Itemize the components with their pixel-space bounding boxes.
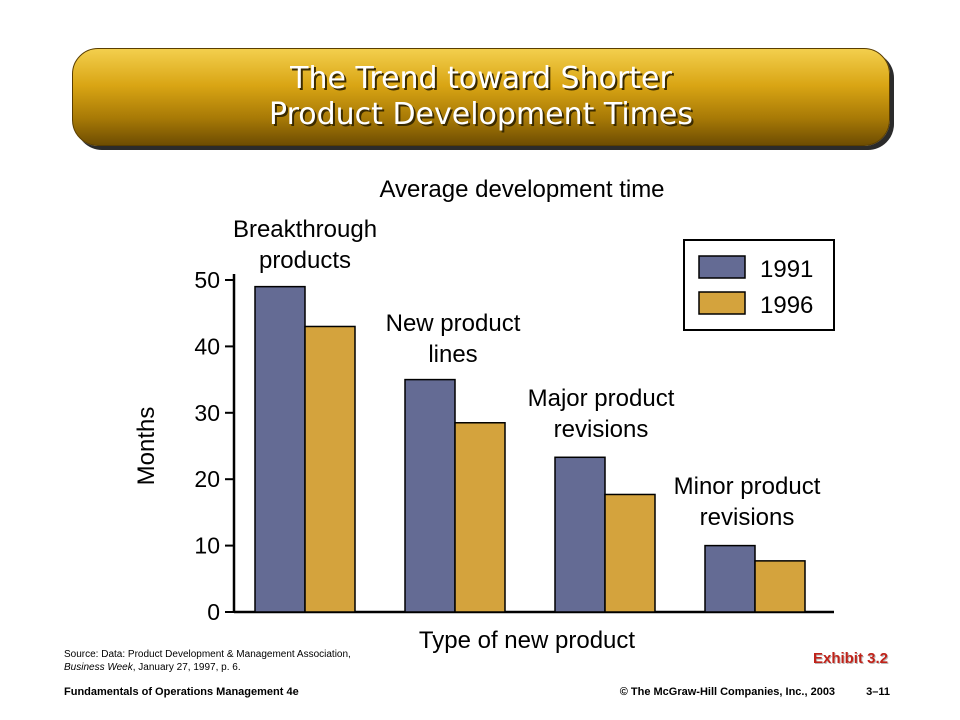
slide-title-line-2: Product Development Times — [269, 97, 693, 132]
category-label-1-line-2: products — [259, 247, 351, 274]
legend-label-1991: 1991 — [760, 256, 813, 283]
bar-1991-3 — [554, 456, 606, 613]
footer: Fundamentals of Operations Management 4e… — [64, 686, 890, 702]
bar-1991-4 — [704, 544, 756, 613]
legend: 1991 1996 — [683, 239, 835, 331]
bar-1996-1 — [304, 325, 356, 613]
bar-1991-2 — [404, 378, 456, 613]
source-prefix: Source: Data: Product Development & Mana… — [64, 649, 351, 660]
category-label-3-line-2: revisions — [554, 416, 649, 443]
category-label-3-line-1: Major product — [528, 385, 675, 412]
source-suffix: , January 27, 1997, p. 6. — [132, 662, 241, 673]
y-tick-label: 30 — [194, 400, 220, 426]
footer-right: © The McGraw-Hill Companies, Inc., 2003 … — [592, 686, 890, 698]
category-label-2-line-1: New product — [386, 310, 521, 337]
exhibit-label: Exhibit 3.2 — [812, 650, 888, 667]
source-note: Source: Data: Product Development & Mana… — [64, 648, 364, 674]
slide-title-line-1: The Trend toward Shorter — [290, 61, 672, 96]
y-tick-label: 50 — [194, 267, 220, 293]
footer-page-number: 3–11 — [866, 686, 890, 698]
legend-swatch-1996 — [698, 291, 746, 315]
bar-1996-4 — [754, 560, 806, 613]
category-label-1-line-1: Breakthrough — [233, 216, 377, 243]
category-label-4-line-2: revisions — [700, 504, 795, 531]
chart-title: Average development time — [379, 176, 664, 203]
y-tick-label: 40 — [194, 333, 220, 359]
footer-book-title: Fundamentals of Operations Management 4e — [64, 686, 299, 698]
y-tick-label: 20 — [194, 466, 220, 492]
x-axis-label: Type of new product — [419, 627, 635, 654]
y-tick-label: 0 — [207, 599, 220, 625]
y-axis-label: Months — [133, 407, 160, 486]
category-label-4-line-1: Minor product — [674, 473, 821, 500]
footer-copyright: © The McGraw-Hill Companies, Inc., 2003 — [619, 686, 836, 698]
title-banner: The Trend toward Shorter Product Develop… — [72, 48, 890, 146]
category-label-2-line-2: lines — [428, 341, 477, 368]
bar-1996-2 — [454, 422, 506, 613]
bar-1991-1 — [254, 285, 306, 613]
source-publication: Business Week — [64, 662, 133, 673]
bar-1996-3 — [604, 493, 656, 613]
legend-swatch-1991 — [698, 255, 746, 279]
legend-label-1996: 1996 — [760, 292, 813, 319]
legend-box — [683, 239, 835, 331]
y-tick-label: 10 — [194, 533, 220, 559]
